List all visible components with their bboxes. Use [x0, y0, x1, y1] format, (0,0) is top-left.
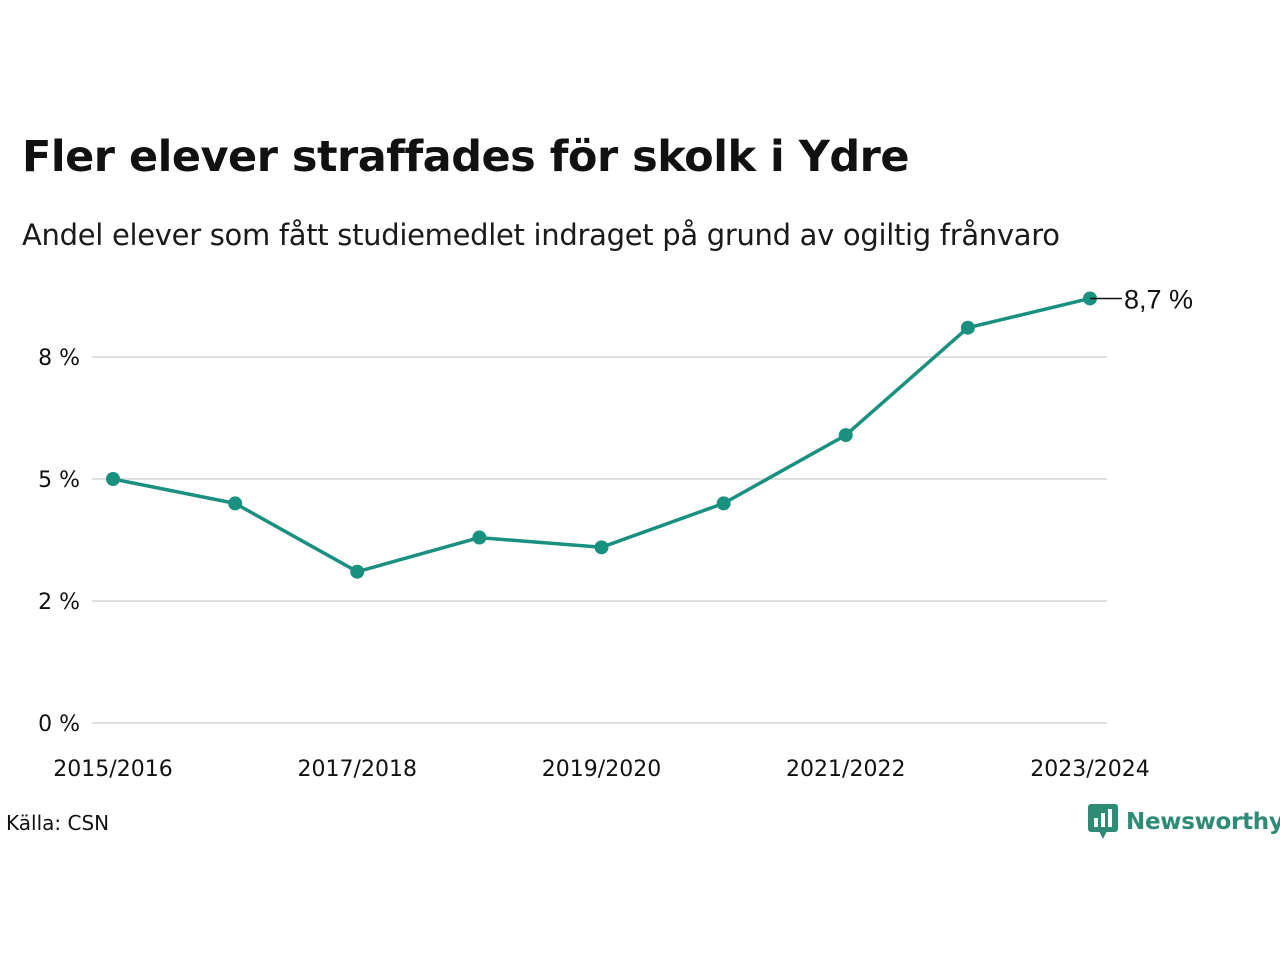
x-tick-label: 2019/2020: [542, 757, 661, 782]
chart-title: Fler elever straffades för skolk i Ydre: [22, 132, 910, 182]
y-axis-labels: 0 % 2 % 5 % 8 %: [38, 346, 80, 737]
data-point: [960, 320, 975, 335]
series-line: [111, 296, 1092, 574]
data-point: [716, 496, 731, 511]
value-labels: 8,7 %: [1090, 284, 1193, 314]
newsworthy-logo-icon: [1088, 804, 1118, 839]
x-axis-labels: 2015/2016 2017/2018 2019/2020 2021/2022 2023…: [53, 757, 1149, 782]
data-point: [228, 496, 243, 511]
data-point: [350, 564, 365, 579]
y-tick-label: 0 %: [38, 712, 80, 737]
y-tick-label: 2 %: [38, 590, 80, 615]
data-point: [472, 530, 487, 545]
series-line-layer: [111, 296, 1092, 574]
data-points: [106, 291, 1097, 579]
x-tick-label: 2017/2018: [298, 757, 417, 782]
last-value-label: 8,7 %: [1124, 284, 1193, 314]
data-point: [838, 428, 853, 443]
y-tick-label: 8 %: [38, 346, 80, 371]
source-note: Källa: CSN: [6, 811, 110, 835]
chart-subtitle: Andel elever som fått studiemedlet indra…: [22, 218, 1060, 252]
x-tick-label: 2021/2022: [786, 757, 905, 782]
y-tick-label: 5 %: [38, 468, 80, 493]
grid-lines: [92, 356, 1107, 724]
brand-logo[interactable]: Newsworthy: [1088, 804, 1280, 840]
x-tick-label: 2015/2016: [53, 757, 172, 782]
data-point: [594, 540, 609, 555]
brand-name: Newsworthy: [1126, 809, 1280, 835]
x-tick-label: 2023/2024: [1030, 757, 1149, 782]
data-point: [106, 472, 120, 486]
